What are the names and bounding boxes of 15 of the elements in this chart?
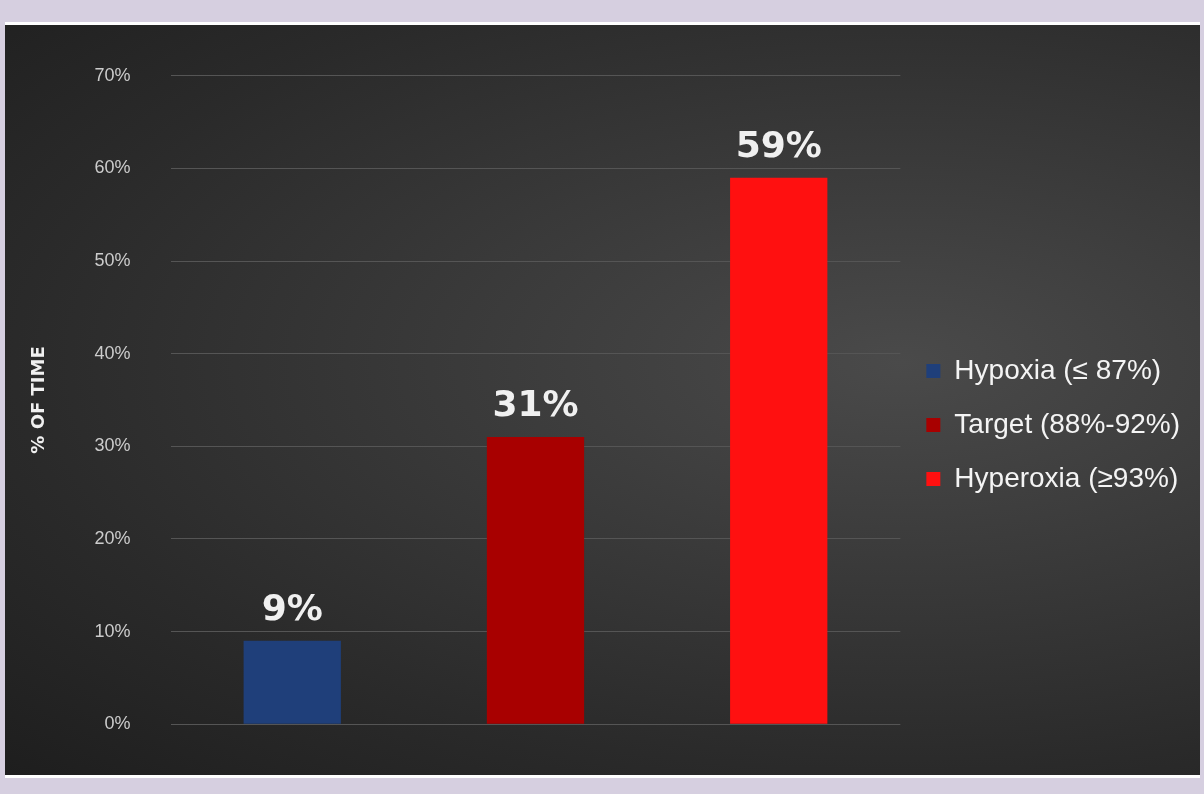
legend-label: Hyperoxia (≥93%) <box>954 461 1179 493</box>
y-axis-title: % OF TIME <box>27 346 49 454</box>
y-tick-label: 0% <box>104 713 131 734</box>
data-label: 31% <box>492 383 579 425</box>
y-tick-label: 20% <box>94 527 131 548</box>
legend-label: Target (88%-92%) <box>954 407 1180 439</box>
y-tick-label: 30% <box>94 435 131 456</box>
y-tick-label: 50% <box>94 250 131 271</box>
y-tick-label: 40% <box>94 342 131 363</box>
data-label: 59% <box>735 124 822 166</box>
y-tick-label: 70% <box>94 64 131 85</box>
y-tick-label: 10% <box>94 620 131 641</box>
data-label: 9% <box>261 587 323 629</box>
legend-label: Hypoxia (≤ 87%) <box>954 353 1162 385</box>
y-tick-label: 60% <box>94 157 131 178</box>
